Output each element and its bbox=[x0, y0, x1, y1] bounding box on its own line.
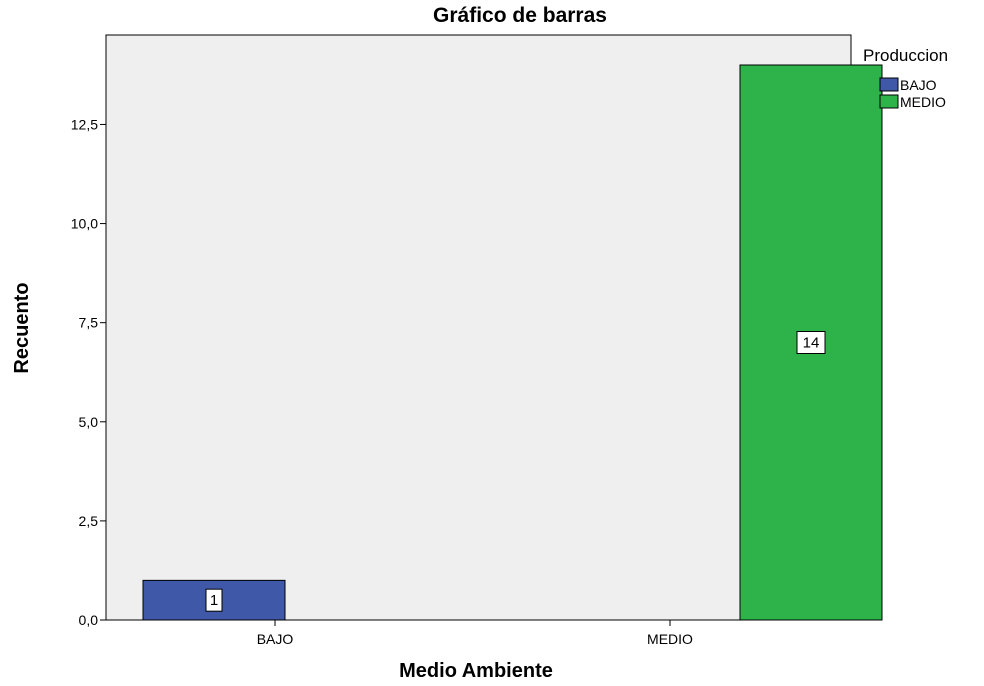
y-tick-label: 7,5 bbox=[79, 315, 99, 331]
y-tick-label: 5,0 bbox=[79, 414, 99, 430]
legend-title: Produccion bbox=[863, 46, 948, 65]
data-label-box bbox=[796, 331, 826, 354]
x-axis: BAJO MEDIO bbox=[257, 620, 693, 647]
x-axis-title: Medio Ambiente bbox=[399, 660, 553, 682]
legend-label: MEDIO bbox=[900, 94, 946, 110]
legend-label: BAJO bbox=[900, 77, 937, 93]
data-labels: 1 14 bbox=[205, 331, 826, 612]
y-axis: 0,0 2,5 5,0 7,5 10,0 12,5 bbox=[71, 116, 106, 628]
data-label: 1 bbox=[210, 592, 218, 609]
x-tick-label: BAJO bbox=[257, 631, 294, 647]
legend-swatch bbox=[879, 94, 899, 109]
legend-swatch bbox=[879, 77, 899, 92]
chart-title: Gráfico de barras bbox=[433, 4, 607, 27]
y-tick-label: 2,5 bbox=[79, 513, 99, 529]
x-tick-label: MEDIO bbox=[647, 631, 693, 647]
data-label: 14 bbox=[803, 335, 820, 352]
plot-area bbox=[105, 34, 852, 621]
y-tick-label: 12,5 bbox=[71, 116, 98, 132]
y-tick-label: 0,0 bbox=[79, 612, 99, 628]
data-label-box bbox=[205, 588, 223, 612]
y-tick-label: 10,0 bbox=[71, 216, 98, 232]
y-axis-title: Recuento bbox=[11, 282, 33, 373]
